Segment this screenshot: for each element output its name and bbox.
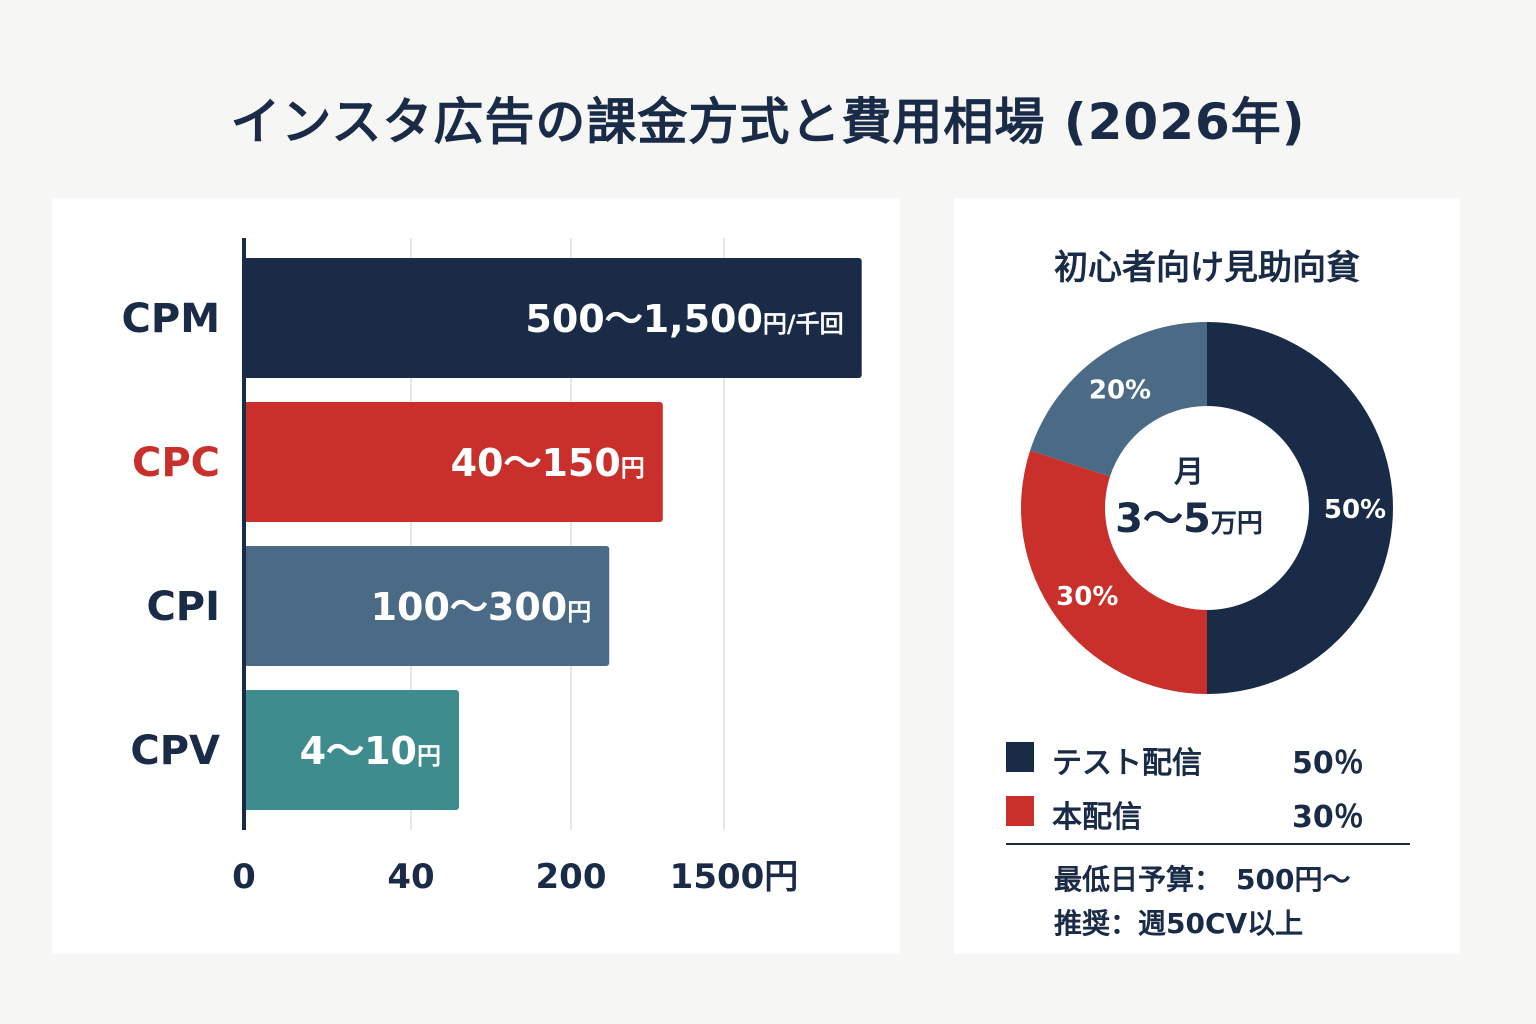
legend-label-test: テスト配信 — [1052, 746, 1202, 781]
bar-value-label: 4～10円 — [300, 729, 441, 773]
donut-slice-label: 30% — [1056, 582, 1118, 612]
x-tick-label: 1500円 — [670, 857, 799, 897]
bar-value-unit: 円 — [567, 598, 591, 626]
category-label-cpi: CPI — [146, 584, 220, 630]
bar-chart-panel: CPM 500～1,500円/千回 CPC 40～150円 CPI 100～300円 CPV… — [52, 198, 900, 954]
bar-cpv — [244, 690, 459, 810]
bar-value-unit: 円/千回 — [763, 310, 844, 338]
bar-value-label: 40～150円 — [451, 441, 645, 485]
category-label-cpv: CPV — [130, 728, 220, 774]
x-tick-label: 0 — [232, 857, 256, 897]
legend-item-test: テスト配信 50％ — [1006, 738, 1426, 781]
bar-value-main: 40～150 — [451, 441, 621, 485]
donut-chart: 50% 30% 20% 月 3～5万円 — [1021, 322, 1393, 694]
bar-value-main: 4～10 — [300, 729, 417, 773]
bar-cpm — [244, 258, 862, 378]
x-tick-label: 40 — [387, 857, 434, 897]
donut-slice — [1021, 450, 1207, 694]
bar-value-main: 500～1,500 — [525, 297, 763, 341]
page-title: インスタ広告の課金方式と費用相場 (2026年) — [230, 93, 1306, 151]
donut-center-label: 月 — [1174, 455, 1204, 490]
category-label-cpc: CPC — [132, 440, 220, 486]
donut-center-value: 3～5万円 — [1115, 496, 1263, 542]
bar-value-label: 500～1,500円/千回 — [525, 297, 843, 341]
bar-value-label: 100～300円 — [371, 585, 592, 629]
legend-swatch-main — [1006, 796, 1034, 826]
bar-value-main: 100～300 — [371, 585, 568, 629]
bar-cpc — [244, 402, 663, 522]
min-budget-note: 最低日予算： 500円～ — [1054, 863, 1351, 896]
donut-chart-panel: 初心者向け見助向貧 50% 30% 20% 月 3～5万円 テスト配信 50％ 本配信 … — [954, 198, 1460, 954]
legend-value-main: 30％ — [1292, 800, 1364, 835]
legend-swatch-test — [1006, 742, 1034, 772]
donut-slice-label: 50% — [1324, 495, 1386, 525]
donut-slice — [1030, 322, 1207, 477]
bar-cpi — [244, 546, 610, 666]
donut-slice — [1207, 322, 1393, 694]
legend-item-main: 本配信 30％ — [1006, 792, 1426, 835]
donut-title: 初心者向け見助向貧 — [1054, 248, 1360, 288]
recommend-note: 推奨：週50CV以上 — [1054, 907, 1304, 940]
bar-value-unit: 円 — [621, 454, 645, 482]
legend-value-test: 50％ — [1292, 746, 1364, 781]
donut-slice-label: 20% — [1089, 375, 1151, 405]
category-label-cpm: CPM — [122, 296, 220, 342]
donut-center-value-unit: 万円 — [1211, 509, 1263, 539]
legend-label-main: 本配信 — [1052, 800, 1142, 835]
donut-center-value-main: 3～5 — [1115, 496, 1211, 542]
x-tick-label: 200 — [536, 857, 607, 897]
legend-divider — [1006, 843, 1410, 845]
bar-value-unit: 円 — [417, 742, 441, 770]
